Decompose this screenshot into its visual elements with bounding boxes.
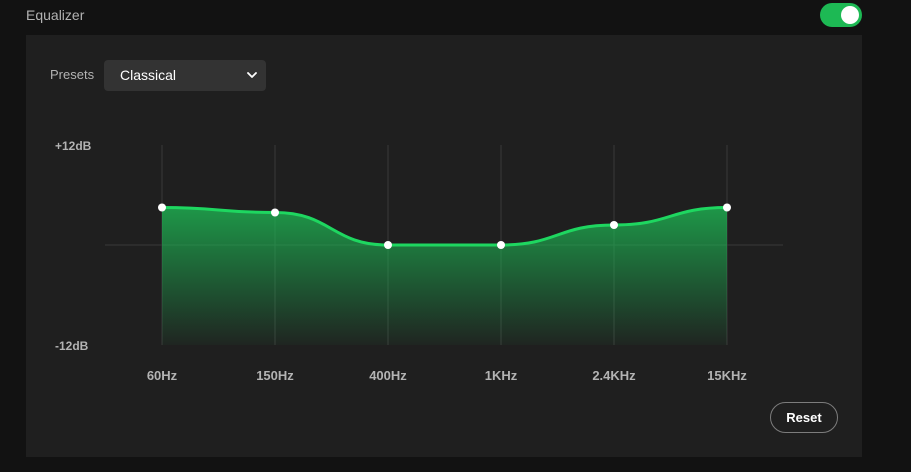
x-tick-label: 1KHz bbox=[485, 368, 518, 383]
x-tick-label: 400Hz bbox=[369, 368, 407, 383]
equalizer-chart: 60Hz 150Hz 400Hz 1KHz 2.4KHz 15KHz +12dB -12dB bbox=[55, 139, 783, 383]
chevron-down-icon bbox=[247, 72, 257, 78]
x-tick-label: 2.4KHz bbox=[592, 368, 636, 383]
toggle-knob bbox=[841, 6, 859, 24]
y-tick-label: +12dB bbox=[55, 139, 92, 153]
eq-curve bbox=[161, 206, 728, 247]
x-tick-label: 15KHz bbox=[707, 368, 747, 383]
presets-label: Presets bbox=[50, 67, 95, 82]
equalizer-title: Equalizer bbox=[26, 7, 85, 23]
eq-handle-150hz[interactable] bbox=[271, 208, 279, 217]
preset-select-value: Classical bbox=[120, 67, 177, 83]
equalizer-panel: 60Hz 150Hz 400Hz 1KHz 2.4KHz 15KHz +12dB -12dB … bbox=[26, 35, 862, 457]
eq-handle-15khz[interactable] bbox=[723, 203, 731, 212]
eq-handle-400hz[interactable] bbox=[384, 241, 392, 249]
eq-handle-60hz[interactable] bbox=[158, 203, 166, 212]
eq-handle-2-4khz[interactable] bbox=[610, 221, 618, 229]
y-tick-label: -12dB bbox=[55, 339, 89, 353]
eq-area bbox=[162, 207, 727, 345]
reset-button[interactable]: Reset bbox=[770, 402, 838, 433]
eq-handle-1khz[interactable] bbox=[497, 241, 505, 249]
preset-select[interactable]: Classical bbox=[104, 60, 266, 91]
x-tick-label: 150Hz bbox=[256, 368, 294, 383]
x-tick-label: 60Hz bbox=[147, 368, 178, 383]
equalizer-toggle[interactable] bbox=[820, 3, 862, 27]
